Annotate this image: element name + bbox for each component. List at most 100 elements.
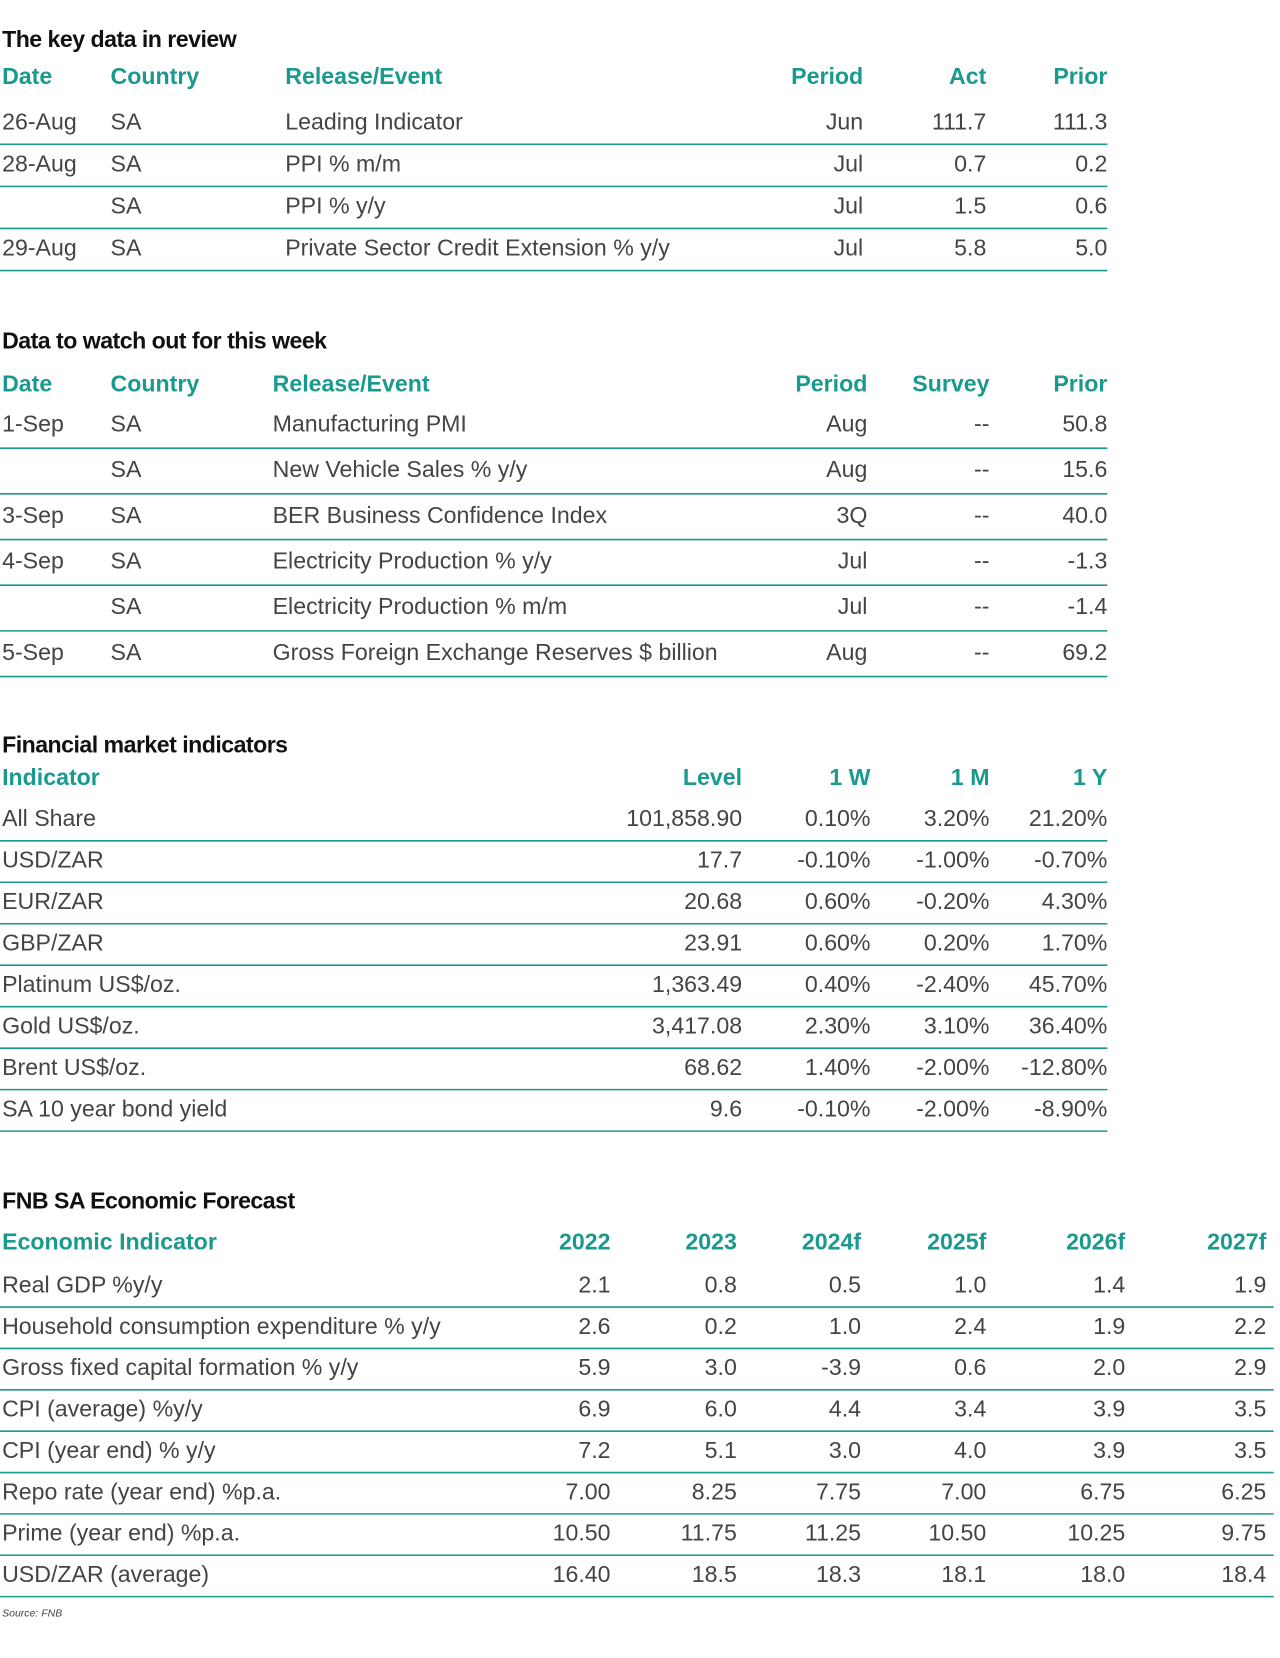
table-cell: 1.0	[954, 1271, 986, 1297]
column-header: Survey	[912, 370, 989, 396]
table-cell: -2.40%	[916, 971, 989, 997]
table-cell: 10.50	[928, 1520, 986, 1546]
table-cell: 9.6	[710, 1095, 742, 1121]
table-cell: 1.9	[1093, 1313, 1125, 1339]
table-cell: Prime (year end) %p.a.	[2, 1520, 240, 1546]
table-cell: 1.70%	[1042, 930, 1108, 956]
table-cell: 29-Aug	[2, 235, 77, 261]
table-cell: 5.8	[954, 235, 986, 261]
table-cell: Platinum US$/oz.	[2, 971, 181, 997]
table-cell: 6.9	[578, 1396, 610, 1422]
column-header: 2023	[685, 1228, 737, 1254]
table-cell: Electricity Production % m/m	[273, 593, 567, 619]
table-cell: 16.40	[553, 1561, 611, 1587]
column-header: 2024f	[802, 1228, 861, 1254]
table-cell: 111.3	[1053, 108, 1107, 134]
table-cell: 3.9	[1093, 1437, 1125, 1463]
column-header: Level	[683, 764, 742, 790]
column-header: 1 M	[951, 764, 990, 790]
table-cell: All Share	[2, 805, 96, 831]
table-cell: 0.6	[954, 1354, 986, 1380]
table-cell: Leading Indicator	[285, 108, 463, 134]
table-cell: 0.10%	[805, 805, 871, 831]
table-cell: 0.60%	[805, 888, 871, 914]
table-cell: Jul	[834, 150, 864, 176]
table-cell: 1.5	[954, 193, 986, 219]
column-header: Date	[2, 63, 52, 89]
column-header: Country	[111, 63, 200, 89]
table-cell: -2.00%	[916, 1054, 989, 1080]
table-cell: 5-Sep	[2, 639, 64, 665]
table-cell: Jun	[826, 108, 863, 134]
table-cell: Household consumption expenditure % y/y	[2, 1313, 441, 1339]
table-cell: 4.0	[954, 1437, 986, 1463]
table-cell: 18.1	[941, 1561, 986, 1587]
table-cell: Brent US$/oz.	[2, 1054, 146, 1080]
table-cell: 0.7	[954, 150, 986, 176]
table-cell: 4.30%	[1042, 888, 1108, 914]
table-cell: 7.00	[565, 1478, 610, 1504]
table-cell: 2.9	[1234, 1354, 1266, 1380]
table-cell: SA	[111, 639, 142, 665]
table-cell: 40.0	[1062, 502, 1107, 528]
column-header: Prior	[1053, 370, 1107, 396]
table-cell: BER Business Confidence Index	[273, 502, 608, 528]
section-title: FNB SA Economic Forecast	[2, 1187, 295, 1213]
column-header: 2022	[559, 1228, 610, 1254]
table-cell: SA	[111, 193, 142, 219]
table-cell: 10.50	[553, 1520, 611, 1546]
table-cell: 1,363.49	[652, 971, 742, 997]
table-cell: 0.2	[1075, 150, 1107, 176]
table-cell: 101,858.90	[626, 805, 742, 831]
table-cell: 3.5	[1234, 1437, 1266, 1463]
column-header: 2025f	[927, 1228, 986, 1254]
table-cell: SA	[111, 456, 142, 482]
table-cell: --	[974, 456, 989, 482]
table-cell: 28-Aug	[2, 150, 77, 176]
table-cell: USD/ZAR (average)	[2, 1561, 209, 1587]
table-cell: PPI % y/y	[285, 193, 386, 219]
table-cell: 0.2	[705, 1313, 737, 1339]
table-cell: Gross fixed capital formation % y/y	[2, 1354, 359, 1380]
table-cell: -1.00%	[916, 847, 989, 873]
section-title: Data to watch out for this week	[2, 327, 327, 353]
table-cell: 3.9	[1093, 1396, 1125, 1422]
table-cell: 68.62	[684, 1054, 742, 1080]
table-cell: 7.2	[578, 1437, 610, 1463]
table-cell: 18.0	[1080, 1561, 1125, 1587]
table-cell: --	[974, 410, 989, 436]
table-cell: 2.1	[578, 1271, 610, 1297]
table-cell: 0.40%	[805, 971, 871, 997]
table-cell: 18.4	[1221, 1561, 1266, 1587]
table-cell: -0.10%	[797, 847, 870, 873]
table-cell: 69.2	[1062, 639, 1107, 665]
table-cell: Jul	[834, 193, 864, 219]
table-cell: SA	[111, 235, 142, 261]
table-cell: 5.1	[705, 1437, 737, 1463]
table-cell: Jul	[834, 235, 864, 261]
table-cell: SA	[111, 593, 142, 619]
column-header: Release/Event	[273, 370, 430, 396]
table-cell: New Vehicle Sales % y/y	[273, 456, 528, 482]
table-cell: Aug	[826, 639, 867, 665]
column-header: Release/Event	[285, 63, 442, 89]
table-cell: 5.9	[578, 1354, 610, 1380]
section-title: Financial market indicators	[2, 731, 287, 757]
table-cell: Aug	[826, 410, 867, 436]
table-cell: 6.25	[1221, 1478, 1266, 1504]
table-cell: 3-Sep	[2, 502, 64, 528]
table-cell: 0.60%	[805, 930, 871, 956]
table-cell: Repo rate (year end) %p.a.	[2, 1478, 281, 1504]
column-header: Country	[111, 370, 200, 396]
column-header: 2027f	[1207, 1228, 1266, 1254]
table-cell: 6.0	[705, 1396, 737, 1422]
table-cell: 1.4	[1093, 1271, 1125, 1297]
table-cell: --	[974, 639, 989, 665]
column-header: 1 Y	[1073, 764, 1108, 790]
column-header: 1 W	[829, 764, 870, 790]
table-cell: 7.75	[816, 1478, 861, 1504]
column-header: 2026f	[1066, 1228, 1125, 1254]
table-cell: 45.70%	[1029, 971, 1107, 997]
table-cell: 10.25	[1067, 1520, 1125, 1546]
